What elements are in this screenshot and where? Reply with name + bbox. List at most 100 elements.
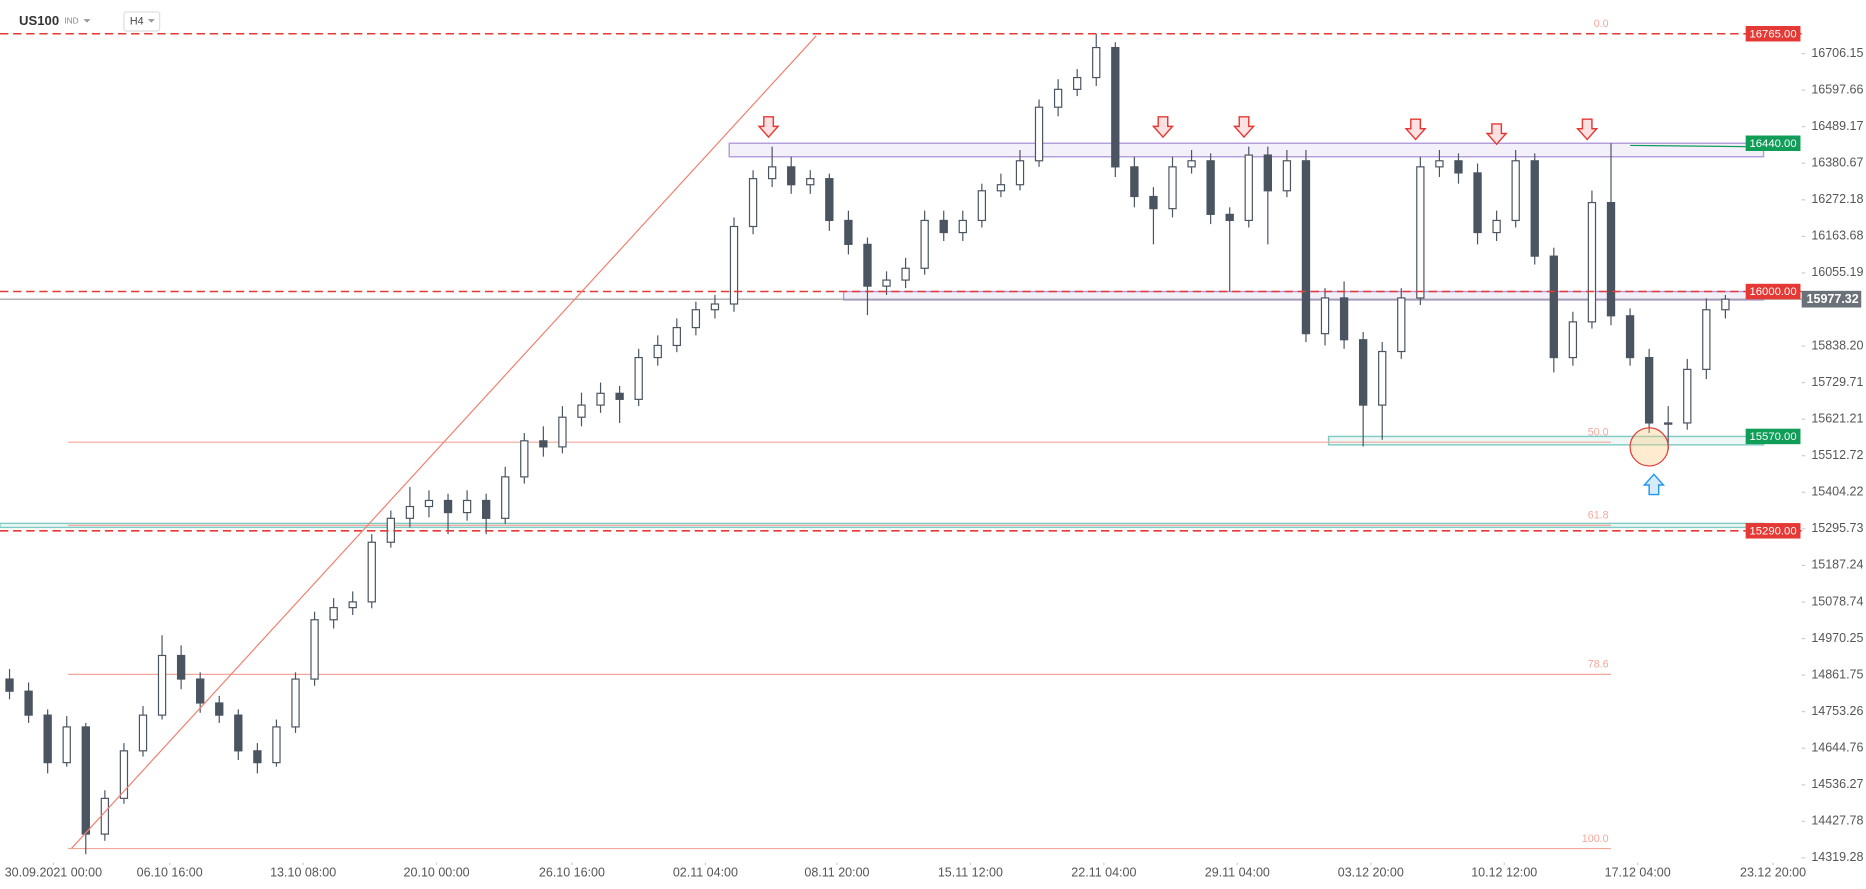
candle-body [672,326,681,347]
y-tick-label: 15729.71 [1811,375,1863,389]
fib-label: 100.0 [1582,833,1609,845]
x-tick-label: 22.11 04:00 [1071,866,1136,880]
candle-body [1263,154,1273,192]
x-tick-label: 10.12 12:00 [1471,866,1537,880]
arrows [757,116,1599,146]
fib-label: 61.8 [1588,510,1609,522]
up-arrow [1642,473,1666,496]
ray-line [1630,144,1746,148]
symbol: US100 [19,13,59,28]
x-tick-label: 17.12 04:00 [1605,866,1671,880]
candle-body [767,166,777,180]
candle-body [1187,160,1196,168]
candle-body [615,392,624,400]
y-tick-label: 16163.68 [1811,229,1863,243]
candle-body [825,178,834,222]
y-tick-label: 15295.73 [1811,521,1863,535]
candle-body [863,243,872,287]
candle-body [81,726,90,835]
down-arrow [1576,118,1599,141]
timeframe-button[interactable] [123,11,161,32]
candle-body [596,392,605,406]
candle-body [1568,321,1578,359]
candle-body [5,678,14,692]
candle-body [100,797,110,835]
candle-body [424,499,434,508]
candle-body [1587,201,1597,323]
candle-body [577,404,586,418]
candle-body [1397,297,1406,353]
y-tick-label: 15187.24 [1811,558,1863,572]
candle-body [310,619,319,680]
level-label: 16765.00 [1749,28,1796,40]
candle-body [1683,368,1692,424]
candle-body [62,726,71,764]
candle-body [367,541,376,603]
y-tick-label: 14319.28 [1811,850,1863,864]
x-tick-label: 03.12 20:00 [1338,866,1404,880]
x-tick-label: 15.11 12:00 [938,866,1003,880]
candle-body [958,219,967,234]
candle-body [1721,298,1730,311]
y-tick-label: 14753.26 [1811,704,1863,718]
candle-body [1702,309,1711,370]
candle-body [806,178,815,186]
level-tag [1745,25,1801,42]
y-tick-label: 16380.67 [1811,156,1863,170]
level-tag [1745,283,1801,300]
candle-body [691,309,701,329]
candle-body [729,225,739,305]
candle-body [748,178,758,228]
candle-body [196,678,205,704]
last-price-tag [1801,290,1862,308]
x-tick-label: 02.11 04:00 [673,866,738,880]
candle-body [157,654,167,716]
candle-body [996,184,1006,192]
y-tick-label: 16055.19 [1811,265,1863,279]
candle-body [24,690,33,716]
down-arrow [1404,118,1427,141]
candle-body [462,499,472,514]
x-tick-label: 13.10 08:00 [270,866,336,880]
y-tick-label: 15621.21 [1811,411,1863,425]
candle-body [920,219,929,269]
fib-label: 0.0 [1594,18,1609,30]
x-tick-label: 20.10 00:00 [404,866,470,880]
candle-body [882,279,891,287]
candle-body [291,678,300,728]
x-tick-label: 23.12 20:00 [1740,866,1806,880]
dropdown-icon[interactable] [83,19,91,23]
candle-body [1606,201,1616,317]
y-tick-label: 14861.75 [1811,667,1863,681]
down-arrow [757,116,780,139]
candle-body [1320,297,1330,335]
level-label: 16440.00 [1749,138,1796,150]
y-tick-label: 14644.76 [1811,741,1863,755]
candle-body [1435,160,1444,168]
level-tag [1745,428,1801,445]
level-tag [1745,523,1801,539]
market: IND [64,16,78,26]
candle-body [1206,160,1215,215]
y-tick-label: 16597.66 [1811,82,1863,96]
price-axis [1801,0,1866,889]
candle-body [1149,195,1158,210]
candle-body [1530,160,1539,257]
candle-body [1339,297,1349,341]
y-tick-label: 14536.27 [1811,777,1863,791]
candle-body [1073,76,1082,90]
dropdown-icon[interactable] [147,19,155,23]
candle-body [787,166,796,186]
level-label: 16000.00 [1749,286,1796,298]
x-tick-label: 26.10 16:00 [539,866,605,880]
down-arrow [1151,116,1175,139]
candle-body [1511,160,1520,222]
candle-body [1015,160,1025,186]
candle-body [1092,46,1101,79]
highlight-circle [1629,427,1669,467]
candle-body [329,607,338,621]
last-price-label: 15977.32 [1807,292,1859,306]
candle-body [1111,46,1120,168]
candle-body [844,219,853,245]
level-label: 15290.00 [1749,525,1796,537]
